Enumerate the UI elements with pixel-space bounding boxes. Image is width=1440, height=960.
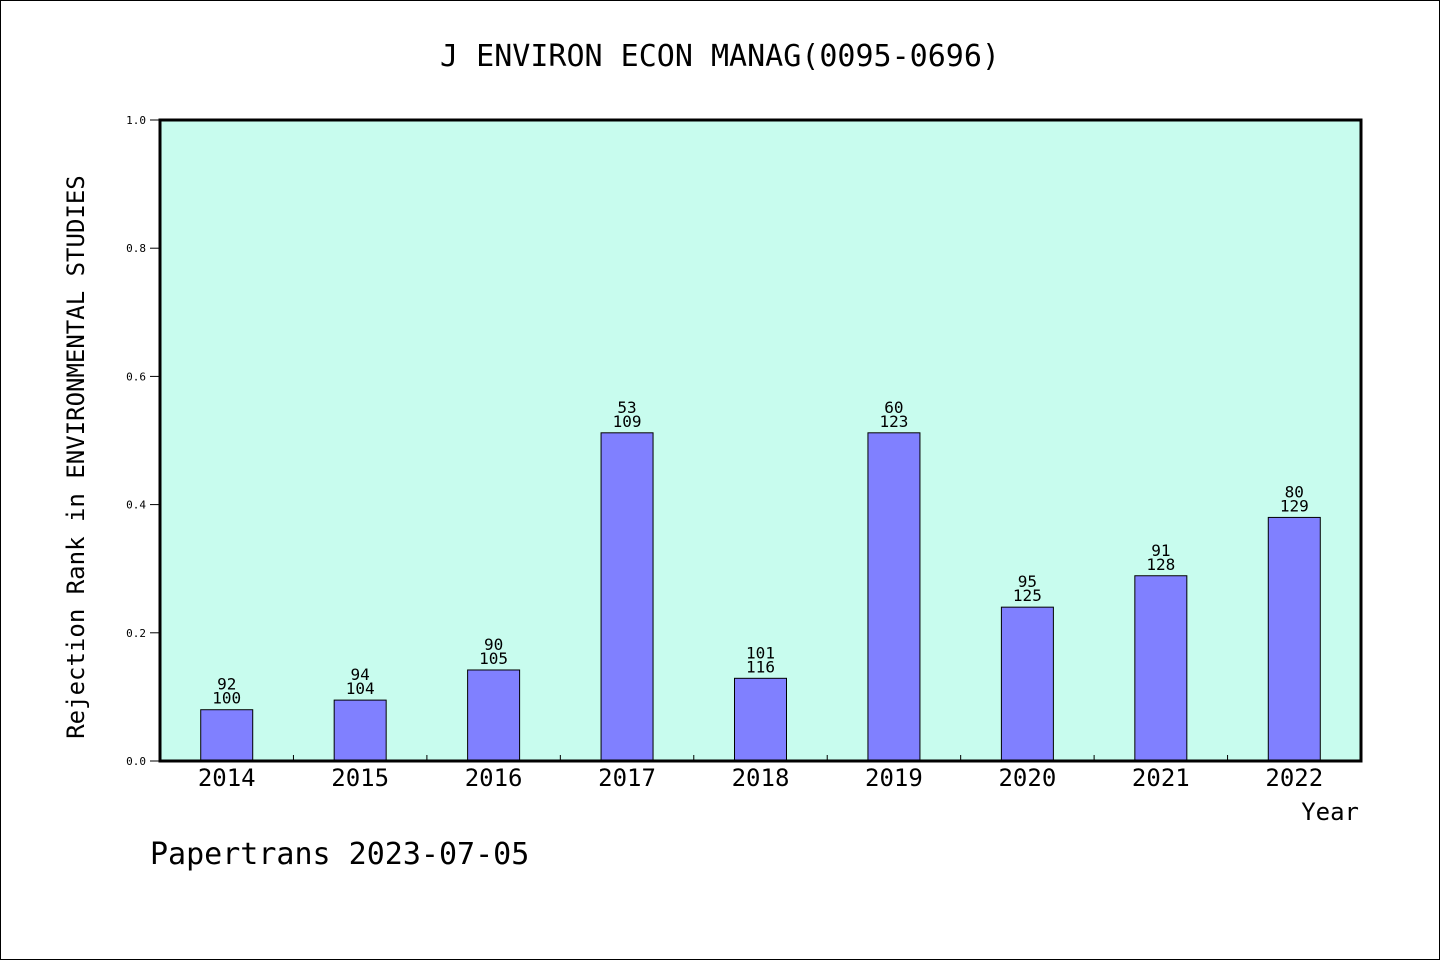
rank-label-2018: 101 (746, 643, 775, 662)
x-axis: 2014 2015 2016 2017 2018 2019 2020 2021 2022 (198, 755, 1323, 792)
rank-label-2022: 80 (1285, 482, 1304, 501)
bar-2016 (467, 669, 521, 762)
rank-label-2017: 53 (617, 398, 636, 417)
total-label-2020: 125 (1013, 586, 1042, 605)
y-tick-label: 0.4 (126, 499, 146, 512)
chart-title: J ENVIRON ECON MANAG(0095-0696) (440, 39, 1000, 74)
total-label-2014: 100 (212, 689, 241, 708)
bar-2015 (333, 699, 387, 762)
rank-label-2019: 60 (884, 398, 903, 417)
x-tick-label-2020: 2020 (998, 764, 1056, 792)
total-label-2016: 105 (479, 649, 508, 668)
y-tick-label: 0.0 (126, 755, 146, 768)
bar-2017 (600, 432, 654, 762)
x-tick-label-2015: 2015 (331, 764, 389, 792)
total-label-2018: 116 (746, 657, 775, 676)
bar-2018 (734, 677, 787, 762)
total-label-2021: 128 (1146, 555, 1175, 574)
plot-border (158, 118, 1363, 763)
x-tick-label-2016: 2016 (465, 764, 523, 792)
x-tick-label-2021: 2021 (1132, 764, 1190, 792)
y-axis: 0.0 0.2 0.4 0.6 0.8 1.0 (126, 114, 160, 768)
footer-watermark: Papertrans 2023-07-05 (150, 837, 529, 872)
x-tick-label-2014: 2014 (198, 764, 256, 792)
total-label-2017: 109 (613, 412, 642, 431)
rank-label-2014: 92 (217, 675, 236, 694)
rank-label-2021: 91 (1151, 541, 1170, 560)
y-tick-label: 0.6 (126, 370, 146, 383)
x-axis-label: Year (1301, 798, 1359, 826)
total-label-2022: 129 (1280, 496, 1309, 515)
bar-2020 (1000, 606, 1054, 762)
bar-2022 (1267, 516, 1321, 762)
total-label-2015: 104 (346, 679, 375, 698)
rank-label-2015: 94 (351, 665, 370, 684)
bar-2021 (1134, 575, 1188, 762)
x-tick-label-2018: 2018 (732, 764, 790, 792)
y-tick-label: 0.2 (126, 627, 146, 640)
x-tick-label-2017: 2017 (598, 764, 656, 792)
y-axis-label: Rejection Rank in ENVIRONMENTAL STUDIES (62, 175, 90, 739)
bar-2014 (200, 709, 254, 762)
x-tick-label-2019: 2019 (865, 764, 923, 792)
data-labels-layer: 9210094104901055310910111660123951259112… (212, 398, 1308, 708)
x-tick-label-2022: 2022 (1265, 764, 1323, 792)
rank-label-2020: 95 (1018, 572, 1037, 591)
y-tick-label: 0.8 (126, 242, 146, 255)
rank-label-2016: 90 (484, 635, 503, 654)
y-tick-label: 1.0 (126, 114, 146, 127)
bar-2019 (867, 432, 921, 762)
total-label-2019: 123 (879, 412, 908, 431)
bars-layer (200, 432, 1321, 762)
